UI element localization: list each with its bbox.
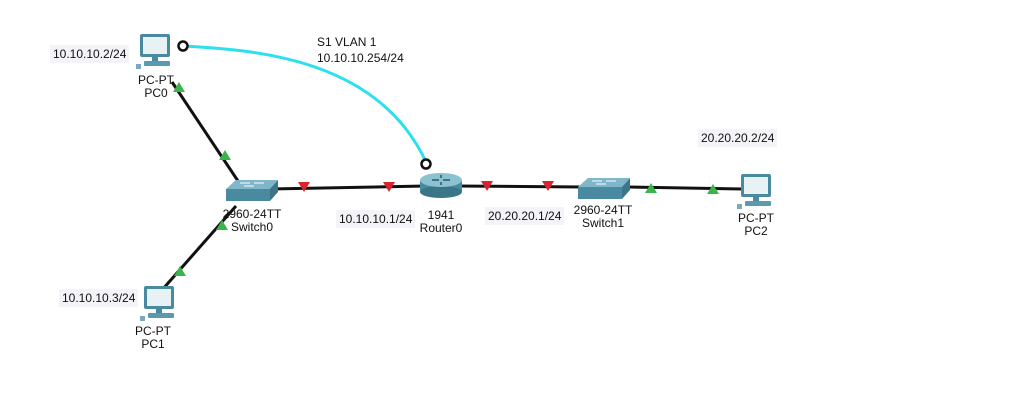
router0-label: 1941 Router0: [420, 209, 463, 235]
port-up-switch0-bottom: [216, 220, 228, 230]
port-down-router0-left: [383, 182, 395, 192]
pc0-model: PC-PT: [138, 73, 174, 87]
router0-name: Router0: [419, 221, 463, 235]
link-router0-switch1[interactable]: [455, 184, 583, 189]
pc1-model: PC-PT: [135, 324, 171, 338]
pc0-label: PC-PT PC0: [138, 74, 174, 100]
link-pc0-switch0[interactable]: [170, 81, 246, 191]
annotation-vlan-ip: 10.10.10.254/24: [317, 51, 404, 65]
pc1-label: PC-PT PC1: [135, 325, 171, 351]
router0-model: 1941: [427, 208, 455, 222]
switch0-model: 2960-24TT: [222, 207, 282, 221]
pc1-ip-label: 10.10.10.3/24: [59, 289, 139, 307]
switch1-name: Switch1: [581, 216, 625, 230]
switch0-icon[interactable]: [226, 180, 278, 201]
router0-icon[interactable]: [420, 173, 462, 198]
console-cable[interactable]: [182, 44, 429, 165]
port-up-pc2: [707, 184, 719, 194]
switch0-label: 2960-24TT Switch0: [223, 208, 282, 234]
pc0-ip-label: 10.10.10.2/24: [50, 45, 130, 63]
switch0-name: Switch0: [230, 220, 274, 234]
switch1-model: 2960-24TT: [573, 203, 633, 217]
pc1-name: PC1: [141, 337, 165, 351]
pc2-name: PC2: [744, 224, 768, 238]
pc1-icon[interactable]: [140, 286, 174, 321]
port-up-pc0: [173, 82, 185, 92]
port-up-switch1-right: [645, 183, 657, 193]
pc2-ip-label: 20.20.20.2/24: [698, 129, 778, 147]
port-down-switch0-right: [298, 182, 310, 192]
pc2-model: PC-PT: [738, 211, 774, 225]
link-switch1-pc2[interactable]: [625, 185, 743, 191]
port-up-pc1: [174, 266, 186, 276]
console-endpoint-router0[interactable]: [420, 158, 432, 170]
router0-right-ip-label: 20.20.20.1/24: [485, 207, 565, 225]
pc0-icon[interactable]: [136, 34, 170, 69]
port-up-switch0-top: [219, 150, 231, 160]
pc2-label: PC-PT PC2: [738, 212, 774, 238]
annotation-vlan: S1 VLAN 1: [317, 35, 377, 49]
pc0-name: PC0: [144, 86, 168, 100]
router0-left-ip-label: 10.10.10.1/24: [336, 210, 416, 228]
link-switch0-router0[interactable]: [269, 184, 427, 191]
port-down-router0-right: [481, 181, 493, 191]
switch1-icon[interactable]: [578, 178, 630, 199]
pc2-icon[interactable]: [737, 174, 771, 209]
switch1-label: 2960-24TT Switch1: [574, 204, 633, 230]
port-down-switch1-left: [542, 181, 554, 191]
console-endpoint-pc0[interactable]: [177, 40, 189, 52]
